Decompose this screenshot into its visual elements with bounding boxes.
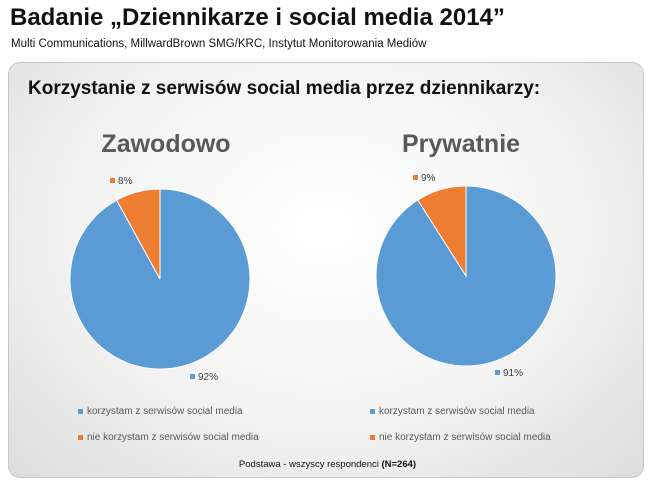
- legend-zawodowo: korzystam z serwisów social media nie ko…: [78, 405, 259, 457]
- legend-label: nie korzystam z serwisów social media: [379, 431, 551, 443]
- legend-label: korzystam z serwisów social media: [379, 405, 535, 417]
- data-label-prywatnie-1: 9%: [421, 173, 436, 184]
- panel-title: Korzystanie z serwisów social media prze…: [28, 78, 541, 99]
- data-label-prywatnie-0: 91%: [503, 368, 523, 379]
- legend-label: nie korzystam z serwisów social media: [87, 431, 259, 443]
- legend-swatch-orange: [78, 434, 83, 440]
- pie-slice-prywatnie-1: [417, 185, 467, 278]
- data-label-marker-prywatnie-1: [413, 175, 418, 180]
- footer-n: (N=264): [381, 459, 417, 470]
- footer-text: Podstawa - wszyscy respondenci: [238, 459, 382, 470]
- legend-swatch-blue: [78, 408, 83, 414]
- chart-title-prywatnie: Prywatnie: [401, 130, 521, 158]
- data-label-marker-zawodowo-1: [110, 178, 115, 183]
- legend-item-not-uses: nie korzystam z serwisów social media: [78, 431, 259, 443]
- page-subtitle: Multi Communications, MillwardBrown SMG/…: [11, 38, 427, 50]
- data-label-zawodowo-1: 8%: [118, 176, 133, 187]
- legend-swatch-blue: [370, 408, 375, 414]
- data-label-marker-zawodowo-0: [190, 374, 195, 379]
- legend-prywatnie: korzystam z serwisów social media nie ko…: [370, 405, 551, 457]
- footer-note: Podstawa - wszyscy respondenci (N=264): [0, 459, 655, 470]
- page-title: Badanie „Dziennikarze i social media 201…: [10, 4, 505, 31]
- pie-slice-zawodowo-0: [69, 188, 251, 370]
- legend-swatch-orange: [370, 434, 375, 440]
- pie-slice-zawodowo-1: [115, 188, 161, 280]
- legend-item-uses: korzystam z serwisów social media: [78, 405, 259, 417]
- legend-label: korzystam z serwisów social media: [87, 405, 243, 417]
- data-label-marker-prywatnie-0: [495, 370, 500, 375]
- legend-item-uses: korzystam z serwisów social media: [370, 405, 551, 417]
- chart-title-zawodowo: Zawodowo: [101, 130, 231, 158]
- data-label-zawodowo-0: 92%: [198, 372, 218, 383]
- legend-item-not-uses: nie korzystam z serwisów social media: [370, 431, 551, 443]
